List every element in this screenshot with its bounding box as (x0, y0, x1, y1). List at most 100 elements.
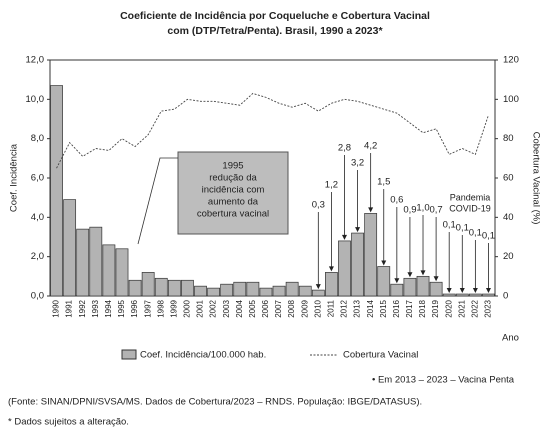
x-tick-label: 1991 (65, 299, 74, 317)
annotation-box (177, 151, 289, 235)
value-arrowhead (381, 260, 387, 266)
bar (455, 293, 469, 297)
note: * Dados sujeitos a alteração. (8, 417, 129, 428)
bar (377, 266, 391, 297)
annotation-text: COVID-19 (449, 203, 491, 213)
x-tick-label: 1992 (78, 299, 87, 317)
x-tick-label: 2005 (248, 299, 257, 317)
bar (364, 213, 378, 297)
x-tick-label: 1998 (156, 299, 165, 317)
x-tick-label: 2001 (196, 299, 205, 317)
note: (Fonte: SINAN/DPNI/SVSA/MS. Dados de Cob… (8, 397, 422, 408)
value-arrowhead (328, 266, 334, 272)
x-tick-label: 2014 (366, 299, 375, 317)
y-tick-label: 4,0 (31, 212, 44, 223)
y-axis-label: Coef. Incidência (9, 143, 20, 212)
bar (468, 293, 482, 297)
x-tick-label: 1993 (91, 299, 100, 317)
bar (416, 275, 430, 297)
bar (442, 293, 456, 297)
bar (181, 279, 194, 297)
bar (311, 289, 325, 297)
value-arrowhead (341, 234, 347, 240)
y-tick-label: 8,0 (31, 133, 44, 144)
y2-tick-label: 20 (503, 251, 514, 262)
y2-tick-label: 120 (503, 55, 519, 66)
x-tick-label: 2000 (183, 299, 192, 317)
y2-tick-label: 40 (503, 212, 514, 223)
x-tick-label: 1994 (104, 299, 113, 317)
x-tick-label: 2004 (235, 299, 244, 317)
x-tick-label: 1995 (117, 299, 126, 317)
bar (220, 283, 234, 297)
annotation-text: aumento da (208, 197, 259, 208)
x-tick-label: 2017 (405, 299, 414, 317)
bar (298, 285, 312, 297)
value-label: 0,1 (469, 228, 482, 239)
x-tick-label: 2016 (392, 299, 401, 317)
x-tick-label: 1997 (143, 299, 152, 317)
value-label: 0,9 (403, 205, 416, 216)
bar (141, 272, 155, 297)
annotation-text: incidência com (202, 185, 265, 196)
y-tick-label: 2,0 (31, 251, 44, 262)
y2-tick-label: 100 (503, 94, 519, 105)
x-tick-label: 2002 (209, 299, 218, 317)
x-tick-label: 1996 (130, 299, 139, 317)
annotation-text: 1995 (222, 161, 243, 172)
annotation-pointer (137, 157, 178, 245)
x-tick-label: 2015 (379, 299, 388, 317)
bar (115, 248, 129, 297)
x-axis-label: Ano (502, 333, 519, 344)
plot-frame (49, 59, 496, 297)
value-arrowhead (459, 288, 465, 294)
y-tick-label: 6,0 (31, 173, 44, 184)
bar (154, 277, 168, 297)
legend-label: Cobertura Vacinal (343, 350, 418, 361)
x-tick-label: 1999 (169, 299, 178, 317)
x-tick-label: 2007 (274, 299, 283, 317)
bar (259, 287, 273, 297)
bar (482, 293, 495, 297)
line (56, 92, 489, 169)
x-tick-label: 2006 (261, 299, 270, 317)
bar (128, 279, 142, 297)
x-tick-label: 2021 (457, 299, 466, 317)
annotation-text: cobertura vacinal (197, 209, 269, 220)
bar (167, 279, 181, 297)
value-label: 3,2 (351, 158, 364, 169)
value-arrowhead (420, 270, 426, 276)
x-tick-label: 2022 (470, 299, 479, 317)
bar (194, 285, 207, 297)
x-tick-label: 2013 (353, 299, 362, 317)
value-label: 2,8 (338, 143, 351, 154)
y2-axis-label: Cobertura Vacinal (%) (530, 132, 541, 225)
x-tick-label: 2018 (418, 299, 427, 317)
value-label: 1,2 (325, 180, 338, 191)
bar (351, 232, 364, 297)
value-arrowhead (485, 288, 491, 294)
annotation-text: redução da (209, 173, 257, 184)
bar (325, 272, 338, 297)
value-arrowhead (446, 288, 452, 294)
value-label: 0,1 (443, 220, 456, 231)
value-arrowhead (472, 288, 478, 294)
chart-title: com (DTP/Tetra/Penta). Brasil, 1990 a 20… (167, 25, 383, 37)
value-label: 0,1 (456, 223, 469, 234)
x-tick-label: 2020 (444, 299, 453, 317)
bar (403, 277, 417, 297)
y2-tick-label: 80 (503, 133, 514, 144)
bar (76, 228, 90, 297)
bar (390, 283, 404, 297)
value-label: 1,0 (416, 203, 429, 214)
x-tick-label: 2019 (431, 299, 440, 317)
x-tick-label: 2003 (222, 299, 231, 317)
chart-title: Coeficiente de Incidência por Coqueluche… (120, 10, 430, 22)
bar (207, 287, 220, 297)
bar (233, 281, 247, 297)
value-arrowhead (394, 278, 400, 284)
legend-label: Coef. Incidência/100.000 hab. (140, 350, 266, 361)
value-label: 0,7 (429, 205, 442, 216)
bar (429, 281, 443, 297)
value-arrowhead (433, 276, 439, 282)
